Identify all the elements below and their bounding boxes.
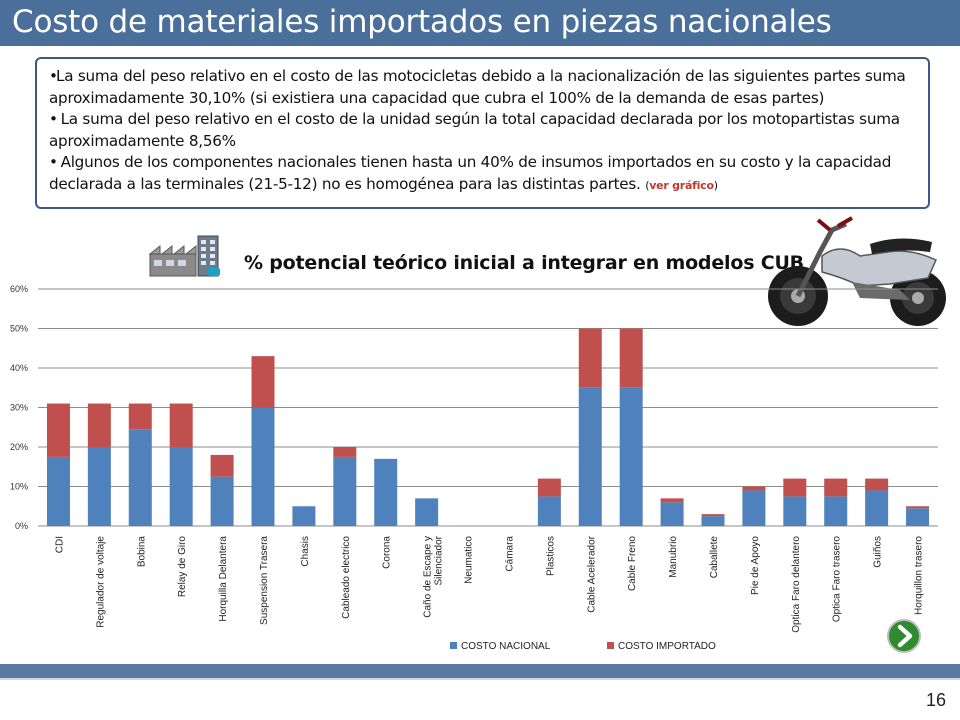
x-tick-label: Horquilla Delantera	[218, 536, 229, 622]
x-tick-label: Silenciador	[434, 535, 445, 585]
bar-importado	[128, 403, 152, 430]
y-tick-label: 10%	[10, 482, 28, 492]
x-tick-label: Regulador de voltaje	[95, 536, 106, 628]
x-tick-label: CDI	[54, 536, 65, 553]
motorcycle-image	[768, 216, 946, 326]
bullet-2-text: La suma del peso relativo en el costo de…	[49, 110, 900, 150]
bar-nacional	[87, 447, 111, 526]
y-tick-label: 0%	[15, 521, 28, 531]
page-number: 16	[925, 690, 946, 710]
y-tick-label: 30%	[10, 403, 28, 413]
bar-nacional	[210, 476, 234, 526]
next-arrow-icon[interactable]	[886, 618, 922, 654]
bar-nacional	[292, 506, 316, 526]
bar-nacional	[865, 490, 889, 526]
bullet-3: • Algunos de los componentes nacionales …	[49, 153, 892, 193]
x-tick-label: Cable Acelerador	[586, 535, 597, 612]
bar-importado	[906, 506, 930, 509]
bar-nacional	[824, 496, 848, 526]
bar-nacional	[783, 496, 807, 526]
x-tick-label: Pie de Apoyo	[750, 536, 761, 595]
legend-swatch	[450, 642, 457, 649]
bullet-1-text: La suma del peso relativo en el costo de…	[49, 67, 906, 107]
y-tick-label: 60%	[10, 284, 28, 294]
bar-importado	[742, 486, 766, 491]
ver-close: )	[713, 178, 718, 192]
footer-bar	[0, 664, 960, 678]
legend-swatch	[607, 642, 614, 649]
bar-importado	[578, 328, 602, 388]
x-tick-label: Bobina	[136, 536, 147, 568]
stacked-bar-chart: 0% 10% 20% 30% 40% 50% 60% CDI Regulador de volt…	[10, 284, 938, 652]
bar-importado	[701, 514, 725, 517]
y-tick-label: 40%	[10, 363, 28, 373]
bar-nacional	[906, 508, 930, 526]
x-tick-label: Chasis	[300, 536, 311, 567]
legend-label: COSTO NACIONAL	[461, 641, 551, 652]
bar-nacional	[415, 498, 439, 526]
bar-nacional	[128, 429, 152, 526]
bar-importado	[783, 478, 807, 497]
legend-label: COSTO IMPORTADO	[618, 641, 716, 652]
bar-importado	[865, 478, 889, 491]
x-tick-label: Guiños	[873, 536, 884, 568]
y-tick-label: 20%	[10, 442, 28, 452]
factory-icon	[148, 235, 220, 277]
x-tick-label: Cableado electrico	[341, 536, 352, 619]
x-tick-label: Optica Faro delantero	[791, 536, 802, 633]
bullet-3-text: Algunos de los componentes nacionales ti…	[49, 153, 892, 193]
bar-importado	[251, 356, 275, 408]
x-tick-label: Caballete	[709, 536, 720, 579]
ver-grafico-link[interactable]: ver gráfico	[649, 178, 714, 192]
x-tick-label: Horquillon trasero	[914, 536, 925, 615]
bar-nacional	[333, 456, 357, 526]
x-tick-label: Optica Faro trasero	[832, 536, 843, 623]
bar-importado	[169, 403, 193, 447]
bar-importado	[537, 478, 561, 497]
y-tick-label: 50%	[10, 324, 28, 334]
ver-grafico: (ver gráfico)	[645, 179, 718, 192]
x-tick-label: Relay de Giro	[177, 536, 188, 598]
bar-importado	[333, 447, 357, 457]
bar-nacional	[578, 387, 602, 526]
bar-nacional	[251, 407, 275, 526]
x-tick-label: Cable Freno	[627, 536, 638, 591]
ver-open: (	[645, 178, 650, 192]
bullet-2: • La suma del peso relativo en el costo …	[49, 110, 900, 150]
slide-title: Costo de materiales importados en piezas…	[12, 4, 832, 40]
x-tick-label: Plasticos	[545, 536, 556, 576]
x-tick-label: Corona	[382, 536, 393, 569]
x-tick-label: Cámara	[504, 536, 515, 572]
bar-importado	[46, 403, 70, 457]
bar-importado	[619, 328, 643, 388]
info-box: •La suma del peso relativo en el costo d…	[35, 57, 930, 209]
x-tick-label: Manubrio	[668, 536, 679, 578]
bar-nacional	[537, 496, 561, 526]
bar-nacional	[742, 490, 766, 526]
bar-nacional	[169, 447, 193, 526]
bar-nacional	[701, 516, 725, 526]
bar-importado	[87, 403, 111, 447]
bar-importado	[210, 454, 234, 477]
title-bar: Costo de materiales importados en piezas…	[0, 0, 960, 46]
bar-nacional	[46, 456, 70, 526]
bar-nacional	[374, 458, 398, 526]
chart-title: % potencial teórico inicial a integrar e…	[244, 252, 804, 274]
x-tick-label: Suspension Trasera	[259, 536, 270, 625]
x-tick-label: Neumatico	[464, 536, 475, 584]
footer-divider	[0, 678, 960, 680]
bar-importado	[660, 498, 684, 503]
bar-nacional	[619, 387, 643, 526]
x-tick-label: Caño de Escape y	[423, 536, 434, 618]
bullet-1: •La suma del peso relativo en el costo d…	[49, 67, 906, 107]
bar-nacional	[660, 502, 684, 526]
bar-importado	[824, 478, 848, 497]
